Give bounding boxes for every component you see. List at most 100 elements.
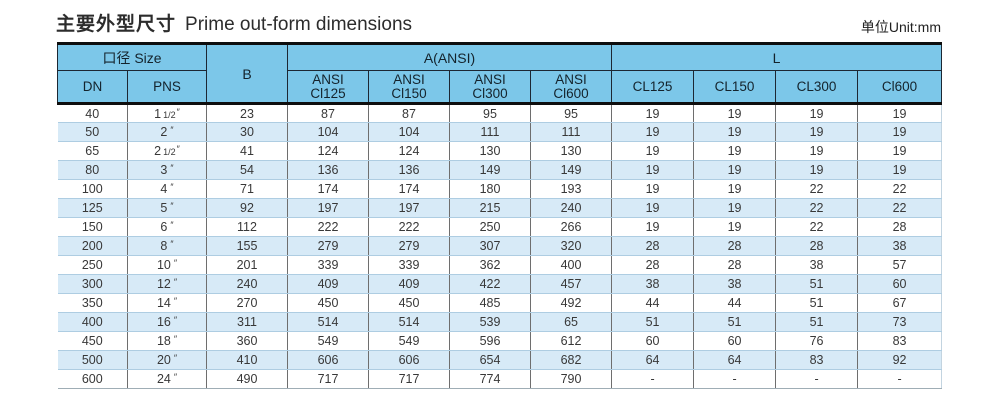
table-row: 250 10 ″ 201 339 339 362 400 28 28 38 57 bbox=[57, 255, 943, 275]
pns-value: 3 bbox=[160, 163, 168, 177]
cell-pns: 18 ″ bbox=[127, 331, 207, 351]
pns-value: 5 bbox=[160, 201, 168, 215]
cell-a-cl150: 279 bbox=[368, 236, 450, 256]
cell-b: 311 bbox=[206, 312, 288, 332]
cell-a-cl150: 549 bbox=[368, 331, 450, 351]
cell-l-cl600: 60 bbox=[857, 274, 943, 294]
table-row: 50 2 ″ 30 104 104 111 111 19 19 19 19 bbox=[57, 122, 943, 142]
inch-mark: ″ bbox=[173, 372, 178, 382]
cell-pns: 6 ″ bbox=[127, 217, 207, 237]
inch-mark: ″ bbox=[170, 182, 174, 192]
cell-a-cl125: 409 bbox=[287, 274, 369, 294]
cell-l-cl300: 51 bbox=[775, 312, 859, 332]
cell-l-cl150: 19 bbox=[693, 122, 777, 142]
header-group-a-ansi: A(ANSI) bbox=[286, 42, 613, 71]
cell-l-cl150: 51 bbox=[693, 312, 777, 332]
table-row: 80 3 ″ 54 136 136 149 149 19 19 19 19 bbox=[57, 160, 943, 180]
cell-a-cl300: 180 bbox=[449, 179, 531, 199]
cell-a-cl300: 215 bbox=[449, 198, 531, 218]
table-row: 200 8 ″ 155 279 279 307 320 28 28 28 38 bbox=[57, 236, 943, 256]
cell-dn: 350 bbox=[57, 293, 128, 313]
cell-l-cl300: - bbox=[775, 369, 859, 389]
cell-a-cl150: 87 bbox=[368, 103, 450, 123]
header-group-l: L bbox=[611, 42, 943, 71]
cell-l-cl300: 83 bbox=[775, 350, 859, 370]
cell-l-cl150: 19 bbox=[693, 103, 777, 123]
cell-a-cl150: 222 bbox=[368, 217, 450, 237]
inch-mark: ″ bbox=[170, 125, 174, 135]
cell-l-cl300: 22 bbox=[775, 198, 859, 218]
cell-pns: 2 1/2″ bbox=[127, 141, 207, 161]
cell-a-cl125: 222 bbox=[287, 217, 369, 237]
cell-b: 240 bbox=[206, 274, 288, 294]
cell-l-cl125: 64 bbox=[611, 350, 695, 370]
cell-a-cl300: 654 bbox=[449, 350, 531, 370]
cell-a-cl300: 111 bbox=[449, 122, 531, 142]
cell-dn: 600 bbox=[57, 369, 128, 389]
cell-b: 23 bbox=[206, 103, 288, 123]
cell-l-cl300: 19 bbox=[775, 160, 859, 180]
cell-a-cl150: 124 bbox=[368, 141, 450, 161]
header-col-pns: PNS bbox=[127, 70, 207, 105]
table-row: 150 6 ″ 112 222 222 250 266 19 19 22 28 bbox=[57, 217, 943, 237]
header-sub-row: DN PNS ANSI Cl125 ANSI Cl150 ANSI Cl300 … bbox=[57, 70, 943, 105]
cell-a-cl300: 307 bbox=[449, 236, 531, 256]
page-title-en: Prime out-form dimensions bbox=[185, 14, 413, 35]
pns-fraction: 1/2 bbox=[163, 147, 176, 157]
cell-a-cl300: 422 bbox=[449, 274, 531, 294]
cell-l-cl600: 38 bbox=[857, 236, 943, 256]
cell-dn: 80 bbox=[57, 160, 128, 180]
cell-a-cl150: 409 bbox=[368, 274, 450, 294]
pns-value: 2 bbox=[160, 125, 168, 139]
header-ansi-cl300-line2: Cl300 bbox=[472, 85, 508, 101]
cell-a-cl600: 492 bbox=[530, 293, 613, 313]
cell-l-cl300: 22 bbox=[775, 179, 859, 199]
pns-value: 14 bbox=[156, 296, 171, 310]
page-title: 主要外型尺寸 Prime out-form dimensions bbox=[56, 9, 412, 36]
cell-a-cl125: 279 bbox=[287, 236, 369, 256]
cell-a-cl125: 136 bbox=[287, 160, 369, 180]
table-row: 600 24 ″ 490 717 717 774 790 - - - - bbox=[57, 369, 943, 389]
cell-b: 270 bbox=[206, 293, 288, 313]
cell-pns: 5 ″ bbox=[127, 198, 207, 218]
cell-a-cl600: 149 bbox=[530, 160, 613, 180]
cell-b: 41 bbox=[206, 141, 288, 161]
cell-pns: 2 ″ bbox=[127, 122, 207, 142]
cell-a-cl150: 104 bbox=[368, 122, 450, 142]
cell-l-cl125: 19 bbox=[611, 160, 695, 180]
table-row: 350 14 ″ 270 450 450 485 492 44 44 51 67 bbox=[57, 293, 943, 313]
cell-l-cl600: 92 bbox=[857, 350, 943, 370]
cell-a-cl125: 514 bbox=[287, 312, 369, 332]
cell-a-cl125: 717 bbox=[287, 369, 369, 389]
header-ansi-cl125-line2: Cl125 bbox=[310, 85, 346, 101]
cell-l-cl600: 22 bbox=[857, 179, 943, 199]
cell-a-cl600: 65 bbox=[530, 312, 613, 332]
cell-a-cl300: 774 bbox=[449, 369, 531, 389]
cell-l-cl125: 51 bbox=[611, 312, 695, 332]
cell-a-cl300: 250 bbox=[449, 217, 531, 237]
cell-a-cl150: 606 bbox=[368, 350, 450, 370]
cell-l-cl125: 38 bbox=[611, 274, 695, 294]
cell-a-cl600: 95 bbox=[530, 103, 613, 123]
cell-a-cl600: 320 bbox=[530, 236, 613, 256]
cell-l-cl300: 19 bbox=[775, 141, 859, 161]
cell-a-cl600: 130 bbox=[530, 141, 613, 161]
inch-mark: ″ bbox=[173, 258, 178, 268]
cell-dn: 450 bbox=[57, 331, 128, 351]
cell-l-cl125: 28 bbox=[611, 255, 695, 275]
cell-l-cl300: 19 bbox=[775, 122, 859, 142]
cell-dn: 125 bbox=[57, 198, 128, 218]
table-row: 100 4 ″ 71 174 174 180 193 19 19 22 22 bbox=[57, 179, 943, 199]
cell-l-cl150: 38 bbox=[693, 274, 777, 294]
cell-dn: 40 bbox=[57, 103, 128, 123]
pns-value: 18 bbox=[156, 334, 171, 348]
cell-l-cl300: 19 bbox=[775, 103, 859, 123]
cell-b: 92 bbox=[206, 198, 288, 218]
cell-l-cl150: 19 bbox=[693, 217, 777, 237]
cell-l-cl600: - bbox=[857, 369, 943, 389]
cell-a-cl125: 197 bbox=[287, 198, 369, 218]
inch-mark: ″ bbox=[170, 201, 174, 211]
pns-value: 24 bbox=[156, 372, 171, 386]
inch-mark: ″ bbox=[170, 220, 174, 230]
pns-value: 16 bbox=[156, 315, 171, 329]
